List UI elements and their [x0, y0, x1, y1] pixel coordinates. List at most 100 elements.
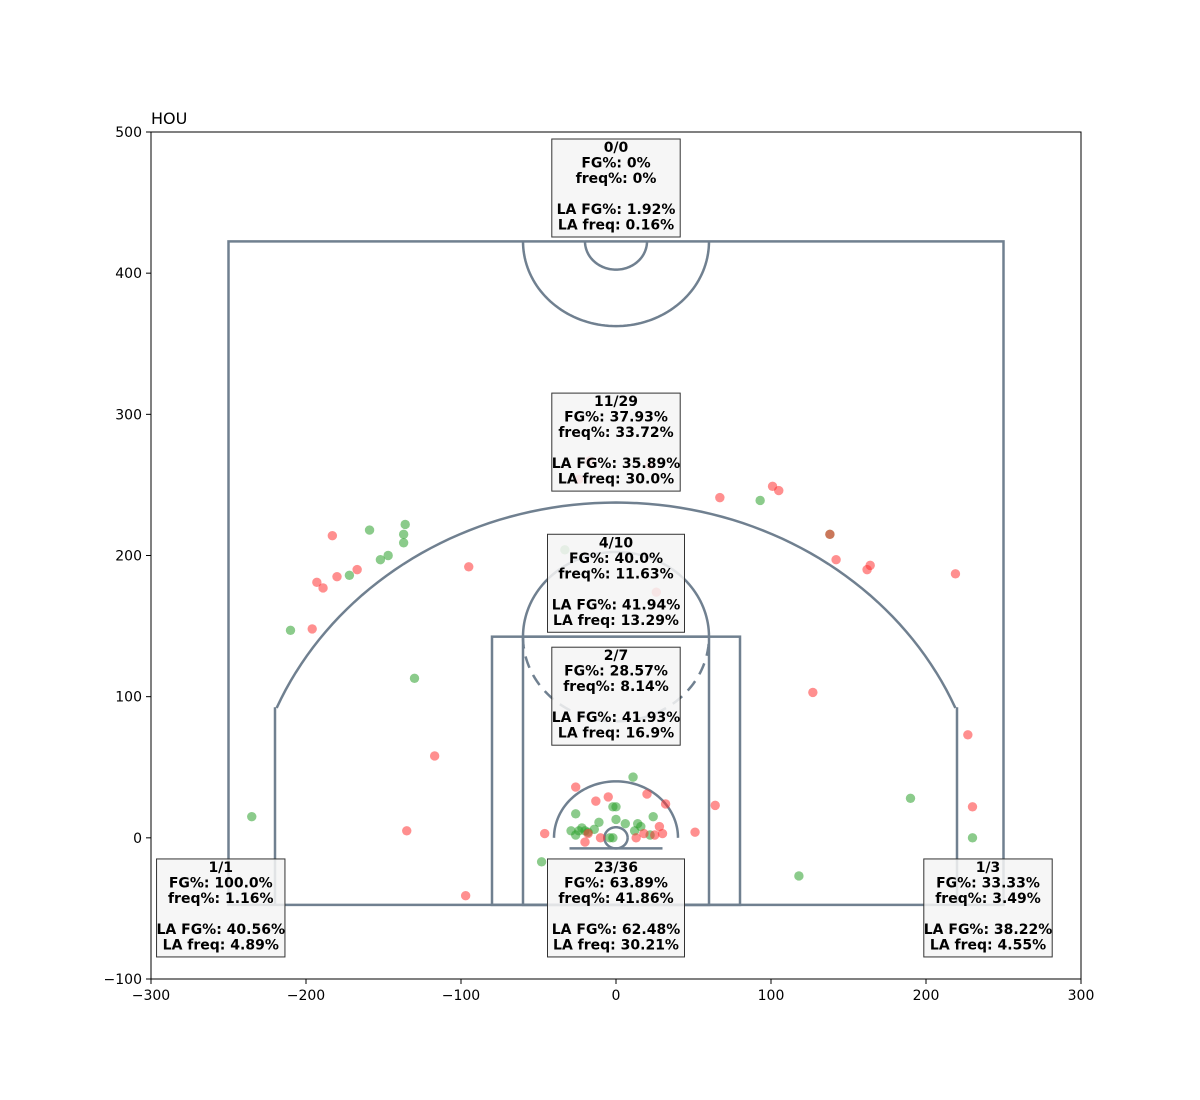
- missed-shot-point: [808, 687, 818, 698]
- missed-shot-point: [642, 789, 652, 799]
- x-tick-label: 200: [913, 988, 940, 1004]
- x-tick-label: −300: [132, 988, 170, 1004]
- y-tick-label: 200: [115, 549, 142, 565]
- missed-shot-point: [318, 583, 328, 593]
- missed-shot-point: [967, 802, 978, 812]
- x-tick-label: −200: [287, 988, 325, 1004]
- made-shot-point: [400, 519, 410, 530]
- zone-stat-line: 11/29: [594, 394, 638, 410]
- y-tick-label: −100: [104, 972, 142, 988]
- zone-box-background: [551, 138, 681, 238]
- zone-box-background: [923, 858, 1053, 958]
- zone-stat-line: 1/1: [208, 860, 233, 876]
- center-circle-outer: [521, 241, 711, 328]
- zone-stat-line: FG%: 33.33%: [936, 875, 1040, 891]
- zone-stat-box: 1/1FG%: 100.0%freq%: 1.16% LA FG%: 40.56%…: [156, 858, 286, 958]
- zone-stat-line: LA freq: 30.0%: [558, 472, 674, 488]
- made-shot-point: [536, 857, 547, 867]
- zone-stat-line: FG%: 100.0%: [169, 875, 273, 891]
- zone-stat-box: 1/3FG%: 33.33%freq%: 3.49% LA FG%: 38.22%…: [923, 858, 1053, 958]
- missed-shot-point: [464, 562, 474, 572]
- missed-shot-point: [690, 827, 700, 837]
- made-shot-point: [571, 809, 581, 819]
- missed-shot-point: [715, 492, 725, 503]
- zone-box-background: [156, 858, 286, 958]
- x-tick-label: 300: [1068, 988, 1095, 1004]
- made-shot-point: [571, 830, 581, 840]
- made-shot-point: [794, 871, 804, 881]
- zone-box-background: [547, 858, 685, 958]
- made-shot-point: [409, 673, 420, 684]
- free-throw-arc-bottom: [521, 636, 711, 723]
- made-shot-point: [375, 555, 386, 565]
- made-shot-point: [247, 811, 257, 822]
- zone-stat-line: freq%: 1.16%: [168, 891, 274, 907]
- zone-stat-line: LA FG%: 40.56%: [157, 922, 286, 938]
- zone-stat-line: 2/7: [604, 648, 629, 664]
- axes: −300 −200 −100 0 100 200 300 −100 0 100 200 300 400 5…: [104, 125, 1095, 1004]
- three-point-arc: [275, 501, 957, 709]
- made-shot-point: [648, 811, 658, 822]
- zone-stat-line: LA FG%: 41.94%: [552, 597, 681, 613]
- missed-shot-point: [332, 571, 342, 582]
- zone-stat-line: FG%: 63.89%: [564, 875, 668, 891]
- zone-stat-line: FG%: 40.0%: [569, 551, 663, 567]
- made-shot-point: [364, 525, 375, 535]
- zone-stat-line: LA FG%: 62.48%: [552, 922, 681, 938]
- made-shot-point: [285, 625, 296, 636]
- missed-shot-point: [312, 577, 322, 588]
- y-tick-label: 100: [115, 690, 142, 706]
- zone-stat-line: LA freq: 13.29%: [553, 613, 679, 629]
- zone-box-background: [551, 392, 681, 492]
- zone-stat-line: freq%: 8.14%: [563, 679, 669, 695]
- missed-shot-point: [591, 796, 601, 806]
- missed-shot-point: [831, 555, 841, 565]
- missed-shot-point: [603, 792, 613, 802]
- zone-stat-line: FG%: 0%: [581, 156, 650, 172]
- restricted-area-arc: [552, 780, 680, 838]
- missed-shot-point: [460, 891, 471, 901]
- made-shot-point: [398, 529, 409, 540]
- missed-shot-point: [825, 529, 835, 540]
- missed-shot-point: [865, 560, 875, 571]
- missed-shot-point: [657, 828, 668, 839]
- missed-shot-point: [654, 821, 665, 832]
- zone-stat-line: FG%: 28.57%: [564, 664, 668, 680]
- made-shot-point: [967, 833, 978, 843]
- missed-shot-point: [639, 828, 649, 839]
- zone-stat-line: freq%: 11.63%: [558, 566, 673, 582]
- made-shot-point: [611, 802, 621, 812]
- missed-shot-point: [307, 624, 317, 634]
- y-tick-label: 300: [115, 407, 142, 423]
- missed-shot-point: [774, 485, 784, 496]
- missed-shot-point: [660, 799, 671, 809]
- missed-shot-point: [963, 730, 973, 740]
- missed-shot-point: [327, 531, 338, 541]
- zone-box-background: [551, 646, 681, 746]
- made-shot-point: [608, 833, 618, 843]
- zone-stat-line: LA freq: 30.21%: [553, 937, 679, 953]
- missed-shot-point: [631, 833, 641, 843]
- zone-stat-line: LA FG%: 41.93%: [552, 710, 681, 726]
- missed-shot-point: [402, 826, 412, 836]
- missed-shot-point: [429, 751, 440, 761]
- zone-stat-line: 0/0: [604, 140, 629, 156]
- shot-markers: [247, 456, 978, 901]
- zone-stat-line: freq%: 33.72%: [558, 425, 673, 441]
- zone-stat-line: freq%: 0%: [576, 171, 657, 187]
- zone-stat-line: LA FG%: 1.92%: [557, 202, 676, 218]
- y-tick-label: 0: [133, 831, 142, 847]
- zone-stat-line: LA FG%: 38.22%: [924, 922, 1053, 938]
- missed-shot-point: [580, 837, 590, 847]
- missed-shot-point: [352, 564, 362, 575]
- made-shot-point: [905, 793, 916, 804]
- zone-box-background: [547, 533, 685, 633]
- zone-stat-line: LA FG%: 35.89%: [552, 456, 681, 472]
- made-shot-point: [594, 817, 604, 828]
- y-tick-label: 500: [115, 125, 142, 141]
- zone-stat-line: freq%: 3.49%: [935, 891, 1041, 907]
